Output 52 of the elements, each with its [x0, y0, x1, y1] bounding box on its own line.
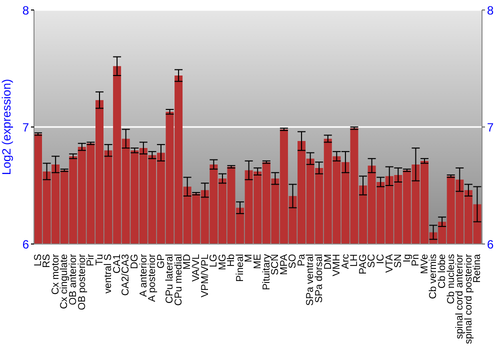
x-tick-label: CPu medial [173, 254, 184, 306]
y2-tick-label: 7 [487, 120, 494, 134]
x-tick-label: OB anterior [68, 253, 80, 306]
x-tick-label: Tu [94, 254, 106, 266]
x-tick-label: M [244, 254, 255, 262]
x-tick-label: Ig [402, 254, 413, 262]
x-tick-label: DG [130, 254, 141, 269]
y2-tick-label: 6 [487, 237, 494, 252]
x-tick-label: SPa dorsal [314, 254, 325, 303]
x-tick-label: SO [288, 254, 299, 268]
x-tick-label: SC [366, 254, 378, 268]
x-tick-label: Pn [410, 254, 422, 266]
x-tick-label: Pa [296, 254, 308, 266]
x-tick-label: Arc [340, 254, 352, 269]
x-tick-label: CA1 [112, 254, 123, 274]
x-tick-label: Cx cingulate [59, 254, 70, 310]
x-tick-label: SCN [270, 254, 282, 276]
y-axis-title: Log2 (expression) [0, 78, 14, 176]
x-tick-label: Cx motor [50, 253, 62, 295]
x-tick-label: spinal cord posterior [463, 253, 474, 344]
y-tick-label: 7 [22, 120, 30, 134]
x-tick-label: VTA [384, 254, 396, 273]
x-tick-label: CA2/CA3 [120, 254, 132, 296]
x-tick-label: GP [156, 254, 167, 268]
x-tick-label: PAG [358, 254, 369, 274]
x-tick-label: Pituitary [261, 254, 272, 290]
x-tick-label: ME [252, 254, 264, 269]
x-tick-label: DM [322, 254, 334, 270]
x-tick-label: A anterior [138, 253, 150, 297]
x-tick-label: RS [42, 254, 53, 268]
x-tick-label: Cb lobe [436, 254, 448, 288]
x-tick-label: LG [208, 254, 220, 268]
x-tick-label: ventral S [103, 254, 114, 294]
x-tick-label: Pineal [234, 254, 246, 282]
x-tick-label: spinal cord anterior [454, 253, 466, 340]
x-tick-label: MPA [278, 254, 290, 275]
x-tick-label: Cb nucleus [446, 254, 457, 304]
x-tick-label: Pir [86, 253, 97, 266]
y-tick-label: 6 [22, 237, 30, 252]
y2-tick-label: 8 [487, 3, 494, 18]
x-tick-label: OB posterior [76, 253, 88, 310]
x-tick-label: VMH [332, 254, 343, 276]
x-tick-label: LS [32, 254, 44, 266]
x-tick-label: VPM/VPL [200, 254, 211, 298]
x-tick-label: A posterior [147, 253, 158, 302]
x-tick-label: Retina [472, 254, 484, 283]
x-tick-label: LH [349, 254, 360, 267]
x-tick-label: MVe [419, 254, 430, 274]
x-tick-label: IC [375, 254, 386, 264]
x-tick-label: Hb [226, 254, 238, 267]
x-tick-label: SN [393, 254, 404, 268]
y-tick-label: 8 [22, 3, 30, 18]
